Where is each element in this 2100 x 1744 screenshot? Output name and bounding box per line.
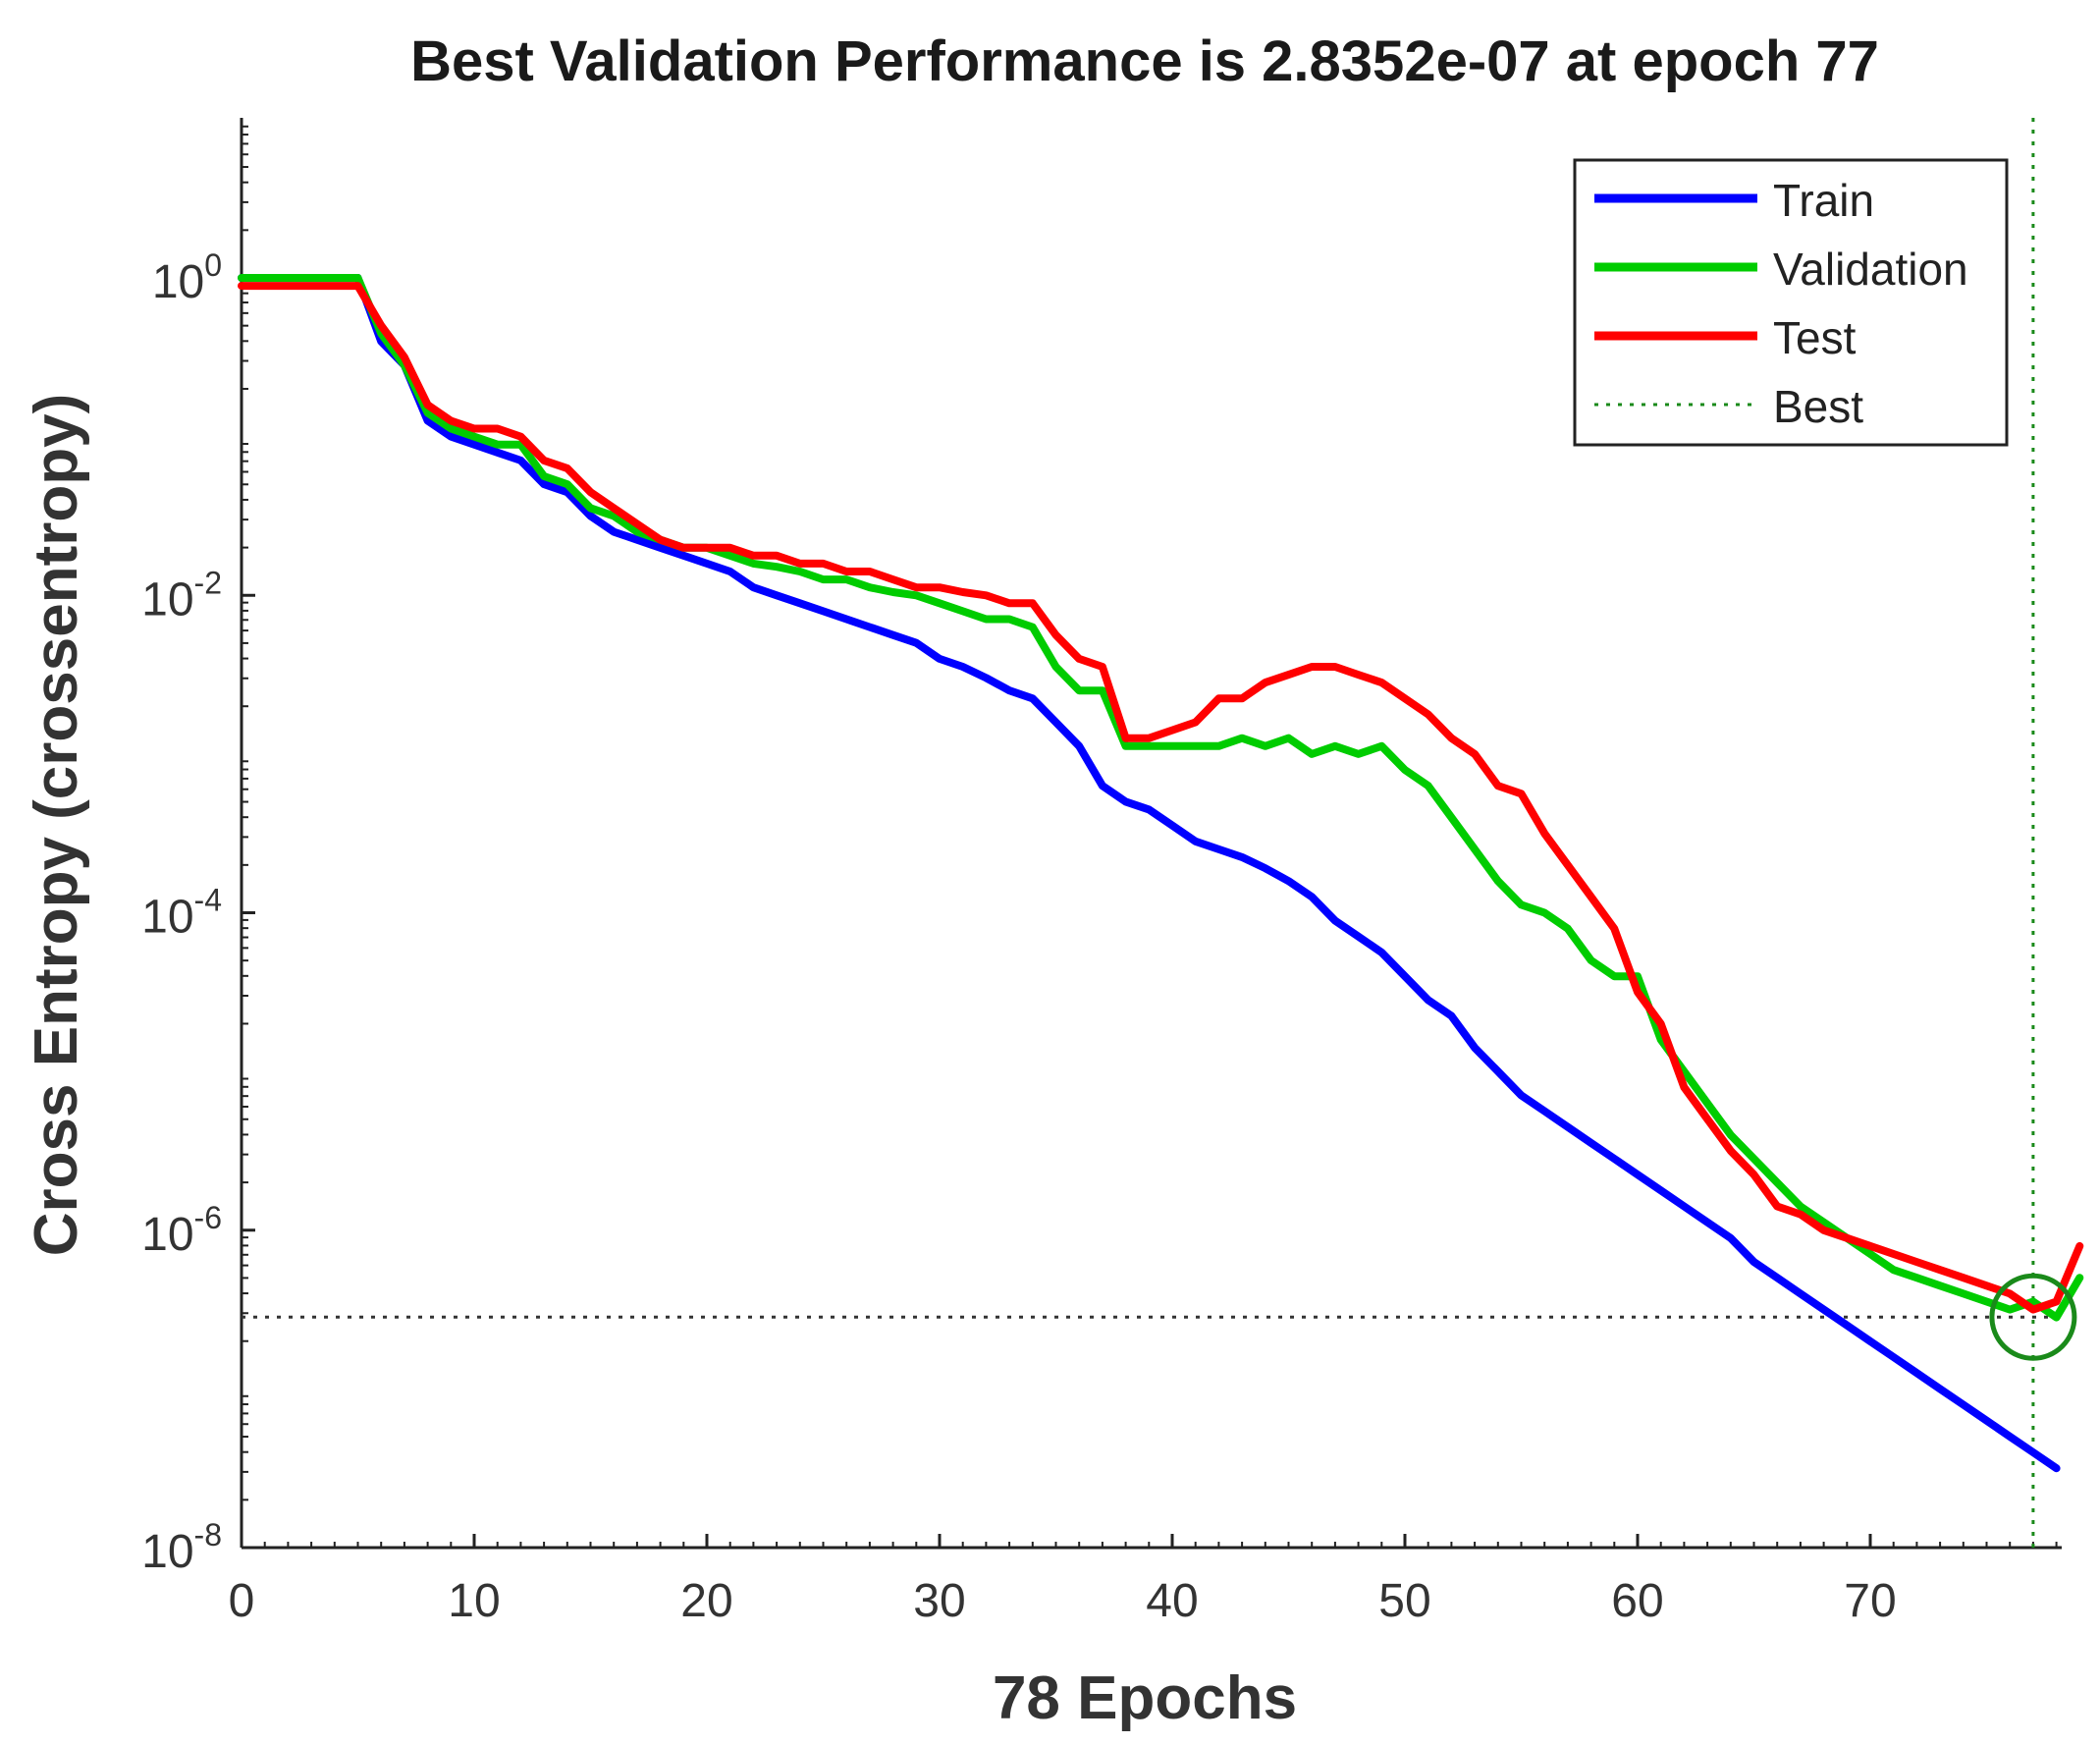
chart-title: Best Validation Performance is 2.8352e-0… (410, 29, 1879, 93)
x-tick-label: 70 (1844, 1575, 1896, 1627)
tick-marks (240, 125, 2058, 1550)
y-tick-base: 10 (141, 1209, 193, 1261)
y-tick-label: 10-2 (141, 565, 222, 626)
legend-train-label: Train (1773, 175, 1874, 226)
x-tick-label: 50 (1378, 1575, 1430, 1627)
y-tick-base: 10 (141, 1526, 193, 1578)
best-point-circle (1989, 1273, 2077, 1361)
y-tick-base: 10 (152, 256, 204, 308)
y-tick-label: 10-6 (141, 1200, 222, 1261)
y-tick-exponent: -8 (194, 1517, 222, 1553)
series-lines (238, 274, 2084, 1473)
y-tick-exponent: 0 (204, 247, 222, 283)
validation-line (238, 274, 2084, 1322)
y-axis-label: Cross Entropy (crossentropy) (23, 394, 90, 1257)
x-tick-label: 30 (913, 1575, 965, 1627)
legend: Train Validation Test Best (1573, 158, 2009, 447)
x-tick-labels: 0 10 20 30 40 50 60 70 (229, 1575, 1897, 1627)
x-axis-label: 78 Epochs (993, 1664, 1297, 1732)
legend-validation-label: Validation (1773, 244, 1968, 295)
legend-test-label: Test (1773, 312, 1857, 363)
y-tick-label: 10-8 (141, 1517, 222, 1578)
y-tick-exponent: -2 (194, 565, 222, 600)
y-tick-base: 10 (141, 892, 193, 944)
train-line (238, 274, 2061, 1473)
y-tick-exponent: -6 (194, 1200, 222, 1235)
x-tick-label: 10 (448, 1575, 500, 1627)
x-tick-label: 60 (1611, 1575, 1663, 1627)
legend-box (1573, 158, 2009, 447)
y-tick-label: 100 (152, 247, 222, 308)
x-tick-label: 20 (680, 1575, 732, 1627)
y-tick-base: 10 (141, 573, 193, 626)
y-tick-exponent: -4 (194, 883, 222, 918)
x-tick-label: 0 (229, 1575, 255, 1627)
test-line (238, 282, 2084, 1314)
legend-best-label: Best (1773, 381, 1863, 432)
x-tick-label: 40 (1146, 1575, 1198, 1627)
y-tick-label: 10-4 (141, 883, 222, 944)
